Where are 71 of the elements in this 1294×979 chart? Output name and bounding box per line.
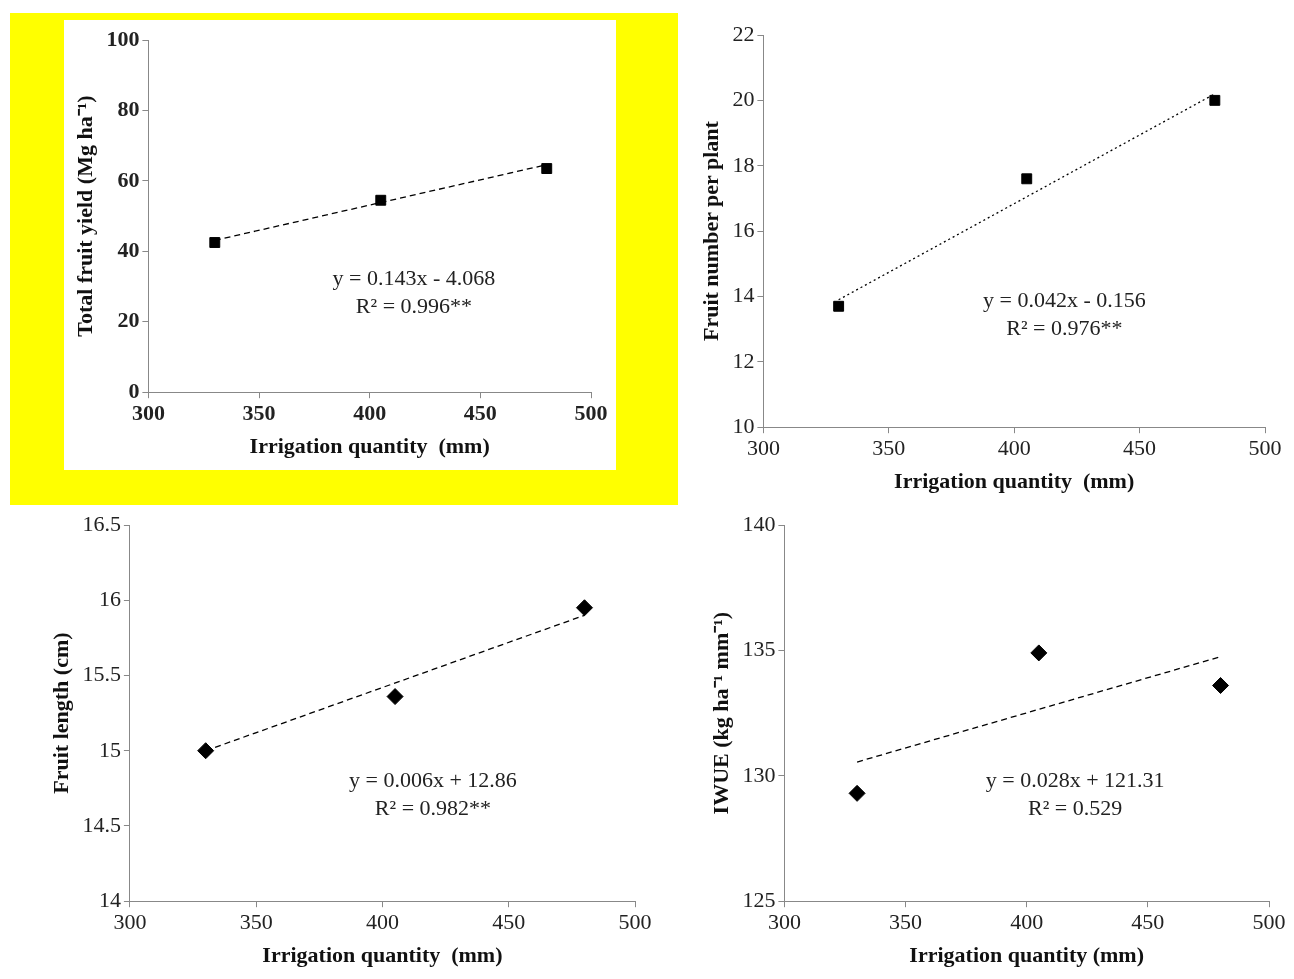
y-tick-label: 20 [117,307,140,333]
x-tick-label: 300 [131,400,165,426]
point [1021,173,1033,185]
annotation: R² = 0.996** [355,293,473,319]
y-axis-title: Total fruit yield (Mg ha⁻¹) [71,95,97,337]
y-tick-label: 22 [732,20,755,46]
y-tick-label: 140 [742,510,776,536]
point [1212,677,1230,695]
point [1209,94,1221,106]
y-tick-label: 18 [732,151,755,177]
x-tick-label: 500 [1248,435,1282,461]
y-tick-label: 100 [106,25,140,51]
y-tick-label: 14 [98,886,121,912]
y-axis-title: IWUE (kg ha⁻¹ mm⁻¹) [707,611,733,815]
x-tick-label: 400 [997,435,1031,461]
x-tick-label: 350 [872,435,906,461]
point [197,742,215,760]
y-tick-label: 16 [98,586,121,612]
x-tick-label: 450 [1123,435,1157,461]
x-tick-label: 300 [113,909,147,935]
annotation: R² = 0.976** [1006,315,1123,341]
x-axis-title: Irrigation quantity (mm) [262,942,503,968]
point [375,194,387,206]
y-tick-label: 0 [128,377,140,403]
x-tick-label: 350 [242,400,276,426]
point [386,688,404,706]
y-axis-title: Fruit number per plant [697,120,723,342]
point [209,237,221,248]
y-tick-label: 14 [732,282,755,308]
x-tick-label: 400 [1010,909,1044,935]
x-tick-label: 400 [365,909,399,935]
x-tick-label: 300 [746,435,780,461]
y-tick-label: 16 [732,216,755,242]
y-tick-label: 80 [117,96,140,122]
annotation: R² = 0.982** [374,794,492,820]
x-axis-title: Irrigation quantity (mm) [894,468,1135,494]
annotation: y = 0.143x - 4.068 [332,265,496,291]
x-tick-label: 450 [1131,909,1165,935]
y-tick-label: 12 [732,347,755,373]
x-axis-title: Irrigation quantity (mm) [249,433,490,459]
y-tick-label: 16.5 [82,510,121,536]
point [541,163,553,174]
point [833,300,845,312]
y-tick-label: 10 [732,412,755,438]
annotation: y = 0.028x + 121.31 [985,766,1165,792]
annotation: y = 0.006x + 12.86 [349,766,517,792]
y-tick-label: 135 [742,636,776,662]
y-tick-label: 20 [732,86,755,112]
annotation: R² = 0.529 [1028,794,1123,820]
y-tick-label: 15 [98,736,121,762]
x-tick-label: 350 [239,909,273,935]
x-tick-label: 500 [618,909,652,935]
x-tick-label: 450 [463,400,497,426]
x-tick-label: 500 [1252,909,1286,935]
y-tick-label: 125 [742,886,776,912]
x-tick-label: 450 [492,909,526,935]
y-tick-label: 14.5 [82,811,121,837]
point [575,599,593,617]
y-axis-title: Fruit length (cm) [47,632,73,794]
y-tick-label: 130 [742,761,776,787]
x-tick-label: 350 [889,909,923,935]
x-tick-label: 300 [767,909,801,935]
y-tick-label: 15.5 [82,661,121,687]
x-axis-title: Irrigation quantity (mm) [909,942,1145,968]
annotation: y = 0.042x - 0.156 [982,287,1146,313]
point [848,784,866,802]
point [1030,644,1048,662]
y-tick-label: 40 [117,237,140,263]
y-tick-label: 60 [117,166,140,192]
x-tick-label: 500 [574,400,608,426]
x-tick-label: 400 [353,400,387,426]
